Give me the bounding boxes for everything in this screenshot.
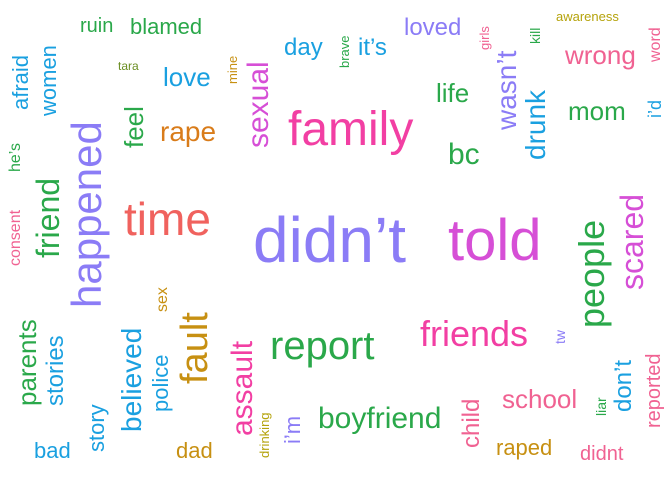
word-time: time <box>124 193 211 245</box>
word-mom: mom <box>568 96 626 126</box>
word-friend: friend <box>30 177 66 258</box>
word-believed: believed <box>116 327 147 432</box>
word-school: school <box>502 384 578 414</box>
word-dont: don’t <box>610 359 637 412</box>
word-love: love <box>163 62 211 92</box>
word-boyfriend: boyfriend <box>318 402 442 435</box>
word-drunk: drunk <box>520 89 551 160</box>
word-tw: tw <box>552 330 568 344</box>
word-im: i’m <box>280 415 305 444</box>
word-assault: assault <box>226 340 259 436</box>
word-people: people <box>571 219 612 328</box>
word-story: story <box>84 404 109 452</box>
word-wrong: wrong <box>565 40 636 70</box>
word-consent: consent <box>7 209 24 266</box>
word-rape: rape <box>160 116 217 147</box>
word-day: day <box>284 34 323 61</box>
word-report: report <box>270 324 375 368</box>
word-sex: sex <box>154 287 171 312</box>
word-hes: he’s <box>7 142 24 172</box>
word-its: it’s <box>358 34 387 61</box>
word-kill: kill <box>527 27 543 44</box>
word-mine: mine <box>225 55 240 84</box>
word-scared: scared <box>614 193 650 290</box>
word-didnt: didnt <box>580 443 624 465</box>
word-blamed: blamed <box>130 14 203 39</box>
word-police: police <box>148 354 173 412</box>
word-drinking: drinking <box>257 412 272 458</box>
word-awareness: awareness <box>556 9 619 24</box>
word-wasnt: wasn’t <box>491 50 522 130</box>
word-sexual: sexual <box>242 61 275 148</box>
word-loved: loved <box>404 14 462 41</box>
word-tara: tara <box>118 59 139 73</box>
word-dad: dad <box>176 438 213 463</box>
word-feel: feel <box>119 106 149 148</box>
word-afraid: afraid <box>8 54 33 110</box>
word-word: word <box>647 27 664 62</box>
word-family: family <box>288 103 414 156</box>
word-reported: reported <box>643 353 665 429</box>
word-child: child <box>458 398 485 448</box>
word-girls: girls <box>477 26 492 50</box>
word-id: i’d <box>645 99 665 118</box>
word-ruin: ruin <box>80 15 114 37</box>
word-stories: stories <box>42 335 69 406</box>
word-told: told <box>448 208 542 273</box>
word-friends: friends <box>420 313 529 354</box>
word-bc: bc <box>448 138 480 171</box>
word-bad: bad <box>34 438 71 463</box>
word-women: women <box>36 45 61 116</box>
word-fault: fault <box>174 312 216 384</box>
word-parents: parents <box>12 319 42 406</box>
word-didnt-apostrophe: didn’t <box>253 204 406 276</box>
word-raped: raped <box>496 435 553 460</box>
word-happened: happened <box>63 121 110 308</box>
word-brave: brave <box>337 35 352 68</box>
word-liar: liar <box>593 397 609 416</box>
word-life: life <box>436 78 470 108</box>
